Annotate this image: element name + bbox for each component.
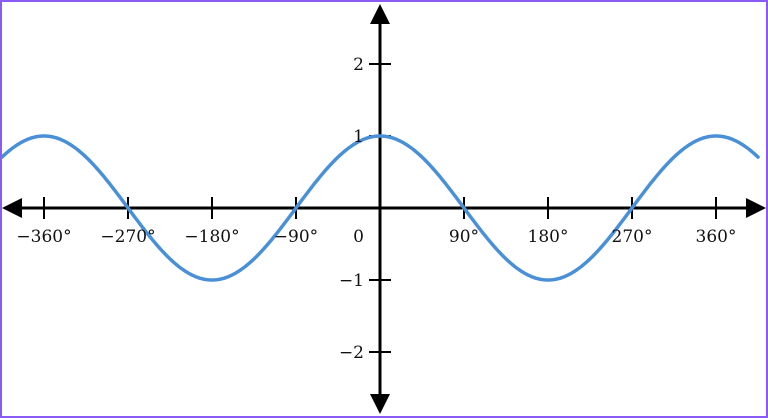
x-tick-label: 180° [528, 227, 569, 247]
x-tick-label: 270° [612, 227, 653, 247]
tick-labels: −360° −270° −180° −90° 90° 180° 270° 360° 2 1 −1 −2… [16, 55, 736, 363]
x-axis-left-arrow [2, 198, 22, 218]
x-tick-label: −360° [16, 227, 71, 247]
y-tick-label: 2 [353, 55, 364, 75]
x-tick-label: −180° [184, 227, 239, 247]
curve-layer [2, 134, 760, 282]
cosine-curve [2, 134, 760, 282]
x-axis-right-arrow [746, 198, 766, 218]
origin-label: 0 [353, 227, 364, 247]
y-axis-top-arrow [370, 4, 390, 24]
y-tick-label: −2 [339, 343, 364, 363]
x-tick-label: −90° [274, 227, 318, 247]
y-axis-bottom-arrow [370, 394, 390, 414]
y-tick-label: −1 [339, 271, 364, 291]
x-tick-label: 90° [449, 227, 479, 247]
y-tick-label: 1 [353, 127, 364, 147]
x-tick-label: −270° [100, 227, 155, 247]
x-tick-label: 360° [696, 227, 737, 247]
